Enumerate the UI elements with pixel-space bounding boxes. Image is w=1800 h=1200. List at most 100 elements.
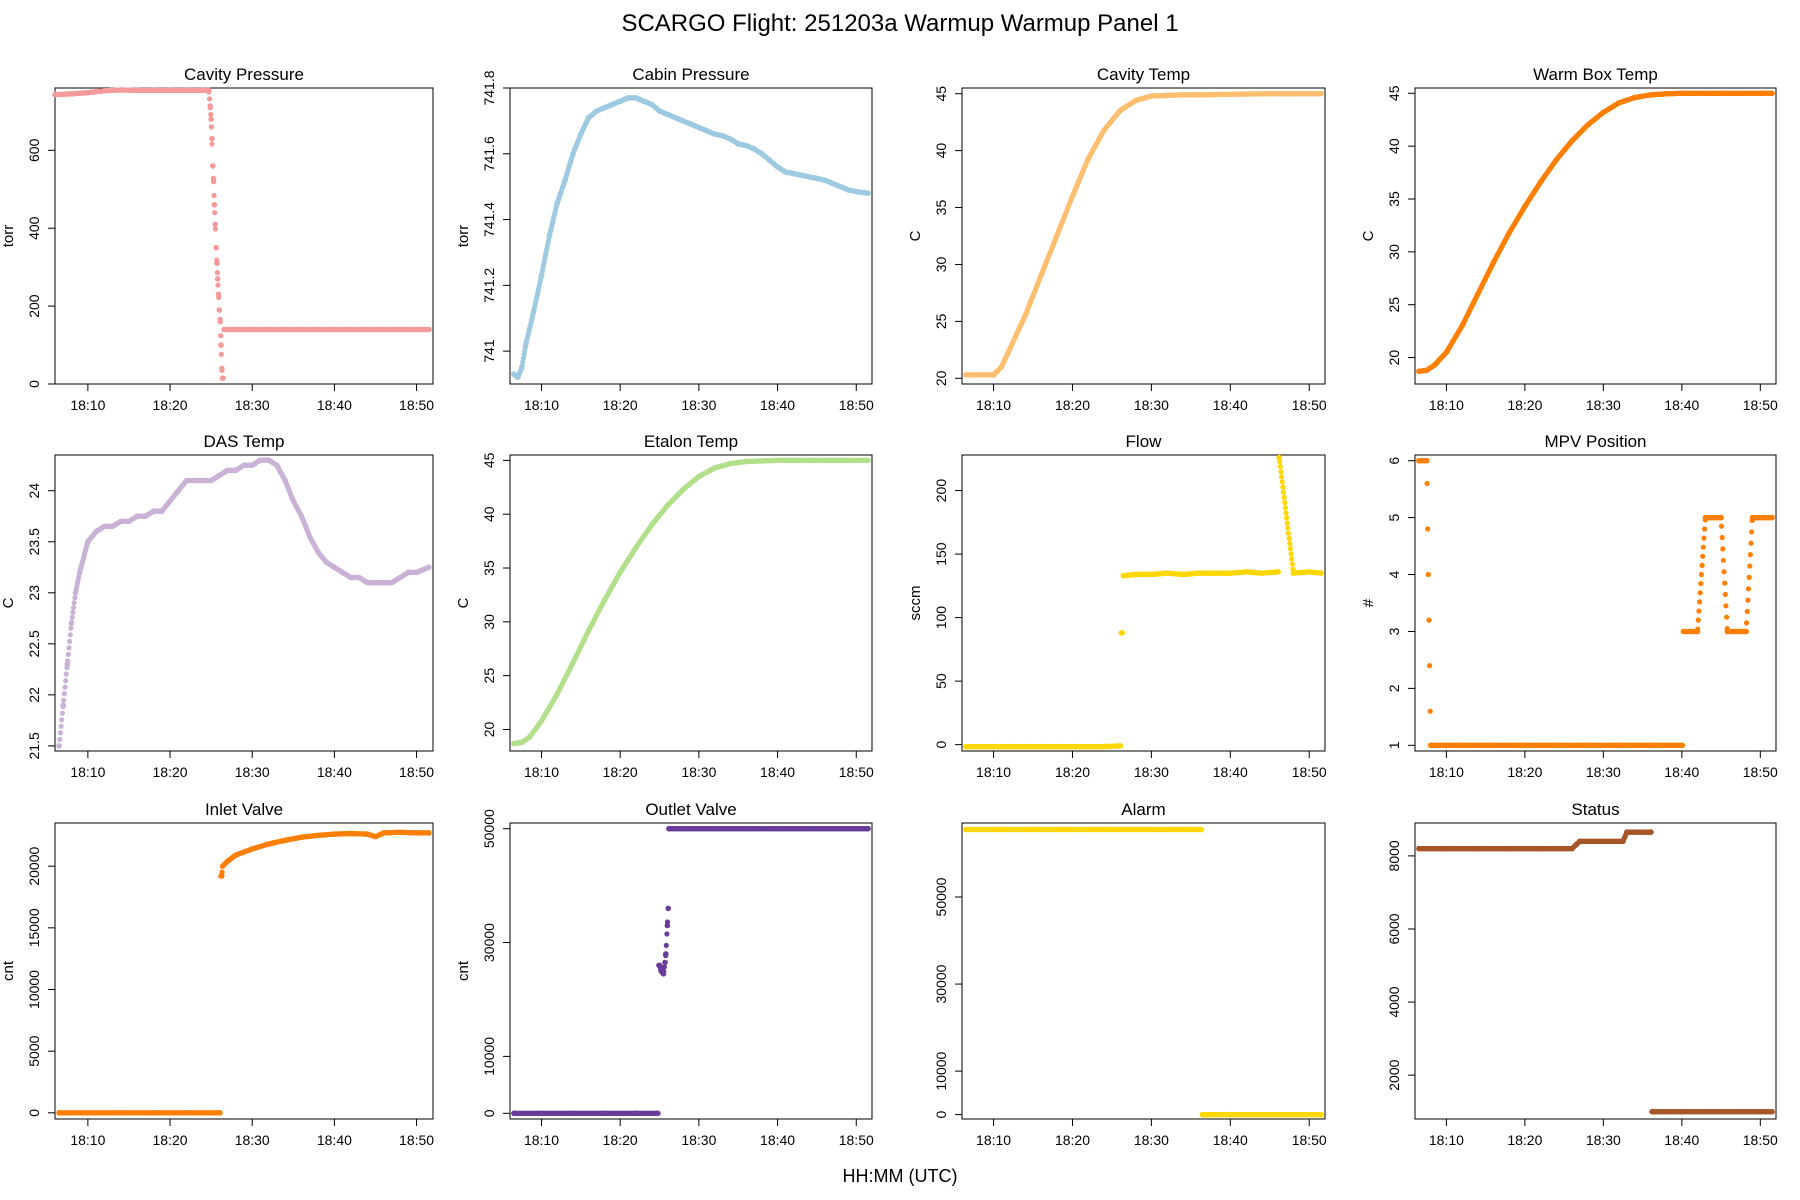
data-point — [522, 341, 529, 348]
chart-title: Warm Box Temp — [1533, 65, 1658, 84]
data-point — [853, 188, 860, 195]
data-point — [205, 87, 212, 94]
data-series — [56, 457, 432, 749]
data-point — [633, 95, 639, 101]
data-point — [331, 326, 338, 333]
data-point — [1274, 569, 1281, 575]
data-point — [1699, 562, 1705, 569]
data-point — [998, 364, 1005, 370]
data-point — [601, 104, 608, 111]
x-tick-label: 18:40 — [1664, 397, 1699, 413]
y-tick-label: 2 — [1386, 684, 1402, 692]
data-point — [774, 164, 781, 170]
data-point — [85, 89, 91, 96]
x-tick-label: 18:20 — [1507, 764, 1542, 780]
y-tick-label: 10000 — [26, 970, 42, 1009]
data-point — [751, 146, 757, 152]
data-point — [1723, 603, 1729, 609]
y-tick-label: 30 — [1386, 244, 1402, 260]
data-point — [109, 523, 116, 530]
data-point — [1722, 591, 1728, 598]
data-point — [865, 190, 871, 196]
data-point — [306, 533, 313, 540]
y-tick-label: 25 — [481, 668, 497, 684]
data-point — [1696, 608, 1702, 614]
data-point — [1306, 90, 1312, 97]
data-point — [159, 508, 165, 514]
data-point — [1427, 742, 1434, 749]
data-point — [1720, 557, 1726, 563]
data-point — [1287, 546, 1293, 552]
data-point — [206, 96, 213, 102]
data-point — [1424, 480, 1430, 487]
data-point — [1282, 499, 1288, 506]
data-point — [806, 174, 812, 180]
data-point — [1259, 570, 1265, 576]
data-point — [210, 178, 217, 185]
plot-frame — [1414, 87, 1777, 385]
y-tick-label: 22 — [26, 687, 42, 703]
y-axis-label: C — [1360, 230, 1377, 241]
data-point — [1117, 108, 1123, 114]
x-tick-label: 18:20 — [153, 1132, 188, 1148]
data-point — [200, 87, 206, 94]
data-point — [680, 118, 686, 124]
data-point — [703, 128, 710, 134]
data-point — [68, 620, 75, 627]
data-point — [719, 132, 726, 139]
data-point — [1769, 514, 1775, 521]
data-point — [52, 91, 58, 98]
data-point — [1243, 569, 1249, 575]
data-point — [1749, 514, 1756, 521]
data-point — [356, 574, 362, 581]
data-point — [1431, 362, 1438, 368]
data-point — [1553, 157, 1560, 163]
data-point — [426, 564, 432, 571]
y-tick-label: 741.6 — [481, 136, 497, 171]
data-point — [680, 486, 686, 493]
data-point — [1745, 586, 1752, 592]
data-point — [274, 462, 280, 469]
data-point — [837, 183, 844, 190]
data-point — [207, 104, 214, 111]
chart-title: Flow — [1126, 432, 1163, 451]
y-tick-label: 0 — [26, 1109, 42, 1117]
data-point — [208, 124, 215, 130]
x-tick-label: 18:30 — [1134, 764, 1169, 780]
data-point — [515, 374, 521, 381]
data-point — [593, 108, 600, 114]
data-point — [224, 467, 231, 474]
data-point — [519, 364, 525, 371]
data-point — [711, 131, 718, 137]
data-point — [372, 579, 379, 586]
data-point — [963, 743, 969, 750]
data-point — [219, 375, 226, 382]
data-point — [1631, 94, 1638, 101]
data-point — [1748, 540, 1754, 546]
data-point — [696, 124, 702, 131]
data-point — [1132, 571, 1139, 578]
data-point — [1701, 535, 1707, 541]
data-point — [63, 671, 69, 677]
data-point — [578, 131, 584, 137]
data-point — [1679, 90, 1685, 97]
x-tick-label: 18:10 — [70, 397, 105, 413]
data-point — [257, 457, 264, 463]
data-point — [218, 351, 224, 357]
x-tick-label: 18:10 — [70, 764, 105, 780]
data-point — [1180, 92, 1186, 98]
x-tick-label: 18:10 — [976, 397, 1011, 413]
data-point — [126, 518, 132, 525]
data-point — [215, 282, 221, 288]
y-axis-label: # — [1360, 598, 1377, 607]
data-point — [213, 244, 219, 251]
data-point — [601, 597, 608, 604]
data-point — [1720, 546, 1726, 552]
data-point — [530, 308, 537, 315]
data-point — [216, 472, 223, 479]
x-tick-label: 18:50 — [1292, 397, 1327, 413]
